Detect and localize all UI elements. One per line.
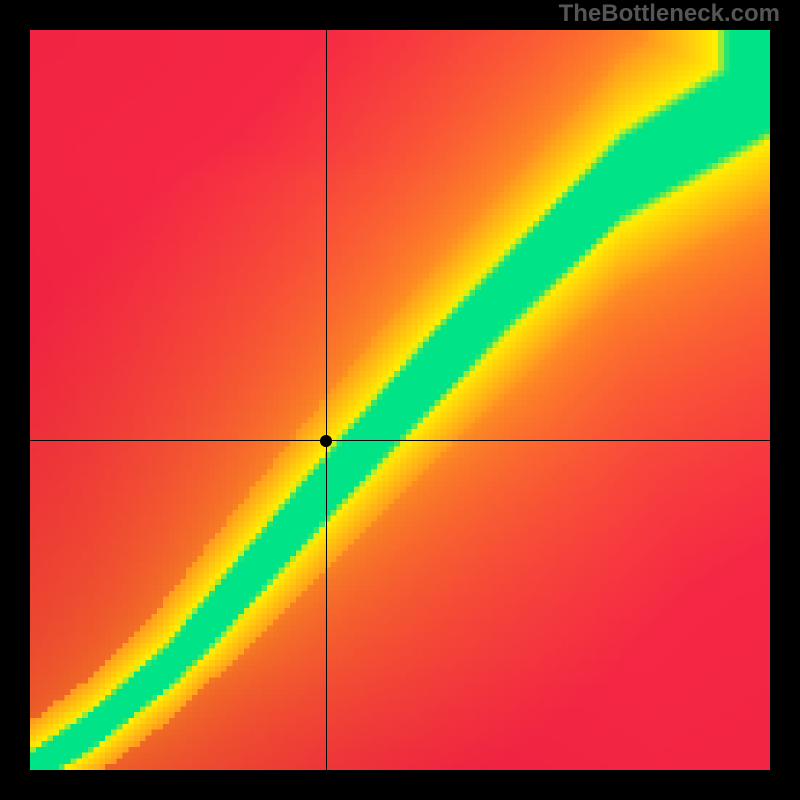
bottleneck-heatmap [30,30,770,770]
crosshair-vertical [326,30,327,770]
chart-container: TheBottleneck.com [0,0,800,800]
selected-configuration-marker [320,435,332,447]
crosshair-horizontal [30,440,770,441]
source-attribution: TheBottleneck.com [559,0,780,28]
